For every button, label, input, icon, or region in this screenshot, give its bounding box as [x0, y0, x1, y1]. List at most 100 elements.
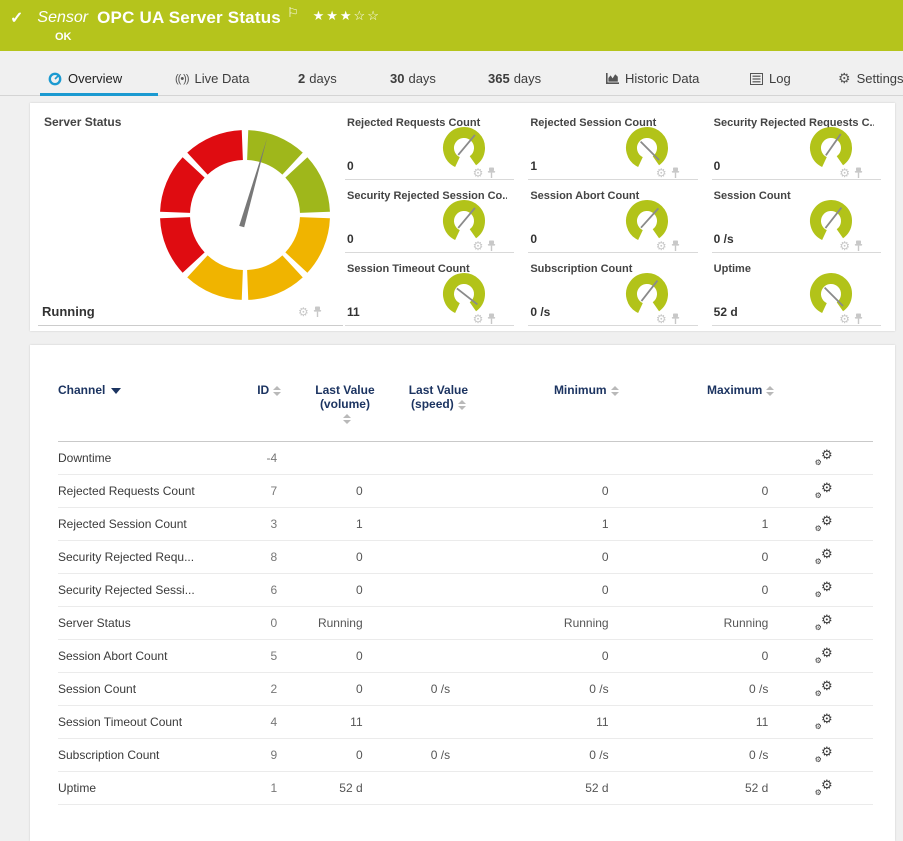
gear-icon[interactable]: ⚙ — [473, 313, 484, 325]
gauge-value: 0 /s — [530, 305, 550, 319]
gauges-panel: Server Status Running ⚙ Rejected Request… — [30, 103, 895, 331]
table-row[interactable]: Uptime 1 52 d 52 d 52 d ⚙⚙ — [58, 772, 873, 805]
gear-icon[interactable]: ⚙ — [839, 167, 850, 179]
gear-icon[interactable]: ⚙ — [473, 240, 484, 252]
sort-icon — [343, 414, 351, 424]
pin-icon[interactable] — [671, 167, 680, 179]
pin-icon[interactable] — [487, 240, 496, 252]
edit-channel-settings-icon[interactable]: ⚙⚙ — [815, 746, 833, 762]
column-header-minimum[interactable]: Minimum — [468, 383, 619, 442]
channel-name-cell[interactable]: Downtime — [58, 442, 234, 475]
edit-channel-settings-icon[interactable]: ⚙⚙ — [815, 581, 833, 597]
table-header-row: Channel ID Last Value (volume) Last Valu… — [58, 383, 873, 442]
edit-channel-settings-icon[interactable]: ⚙⚙ — [815, 713, 833, 729]
gear-icon: ⚙ — [838, 70, 851, 87]
table-row[interactable]: Security Rejected Sessi... 6 0 0 0 ⚙⚙ — [58, 574, 873, 607]
table-row[interactable]: Session Timeout Count 4 11 11 11 ⚙⚙ — [58, 706, 873, 739]
channel-name-cell[interactable]: Security Rejected Requ... — [58, 541, 234, 574]
maximum-cell: 0 — [619, 541, 775, 574]
gear-icon[interactable]: ⚙ — [839, 313, 850, 325]
channel-name-cell[interactable]: Security Rejected Sessi... — [58, 574, 234, 607]
flag-icon[interactable]: ⚐ — [287, 5, 299, 21]
last-value-volume-cell: 0 — [281, 640, 374, 673]
tab-365-days[interactable]: 365 days — [488, 62, 541, 95]
gauge-icon — [48, 72, 62, 86]
channel-id-cell: 3 — [234, 508, 281, 541]
table-row[interactable]: Server Status 0 Running Running Running … — [58, 607, 873, 640]
last-value-volume-cell: 1 — [281, 508, 374, 541]
gear-icon[interactable]: ⚙ — [839, 240, 850, 252]
gauge-title: Server Status — [44, 115, 121, 129]
edit-channel-settings-icon[interactable]: ⚙⚙ — [815, 614, 833, 630]
gear-icon[interactable]: ⚙ — [656, 313, 667, 325]
edit-channel-settings-icon[interactable]: ⚙⚙ — [815, 548, 833, 564]
channel-name-cell[interactable]: Rejected Requests Count — [58, 475, 234, 508]
pin-icon[interactable] — [313, 306, 322, 318]
pin-icon[interactable] — [671, 313, 680, 325]
tab-settings[interactable]: ⚙ Settings — [838, 62, 903, 95]
pin-icon[interactable] — [487, 313, 496, 325]
maximum-cell: 0 — [619, 574, 775, 607]
tab-30-days[interactable]: 30 days — [390, 62, 436, 95]
column-header-maximum[interactable]: Maximum — [619, 383, 775, 442]
column-header-channel[interactable]: Channel — [58, 383, 234, 442]
edit-channel-settings-icon[interactable]: ⚙⚙ — [815, 680, 833, 696]
channel-id-cell: 1 — [234, 772, 281, 805]
table-row[interactable]: Session Abort Count 5 0 0 0 ⚙⚙ — [58, 640, 873, 673]
column-header-id[interactable]: ID — [234, 383, 281, 442]
pin-icon[interactable] — [854, 240, 863, 252]
table-row[interactable]: Downtime -4 ⚙⚙ — [58, 442, 873, 475]
edit-channel-settings-icon[interactable]: ⚙⚙ — [815, 482, 833, 498]
gear-icon[interactable]: ⚙ — [473, 167, 484, 179]
maximum-cell: 11 — [619, 706, 775, 739]
tab-log[interactable]: Log — [750, 62, 791, 95]
minimum-cell: 0 — [468, 541, 619, 574]
gear-icon[interactable]: ⚙ — [656, 240, 667, 252]
mini-gauge-panel[interactable]: Rejected Requests Count 0 ⚙ — [345, 112, 528, 185]
edit-channel-settings-icon[interactable]: ⚙⚙ — [815, 449, 833, 465]
tab-overview[interactable]: Overview — [48, 62, 122, 95]
gear-icon[interactable]: ⚙ — [656, 167, 667, 179]
mini-gauge-panel[interactable]: Uptime 52 d ⚙ — [712, 258, 895, 331]
edit-channel-settings-icon[interactable]: ⚙⚙ — [815, 647, 833, 663]
channel-name-cell[interactable]: Rejected Session Count — [58, 508, 234, 541]
pin-icon[interactable] — [854, 313, 863, 325]
pin-icon[interactable] — [854, 167, 863, 179]
edit-channel-settings-icon[interactable]: ⚙⚙ — [815, 515, 833, 531]
priority-stars[interactable]: ★★★☆☆ — [313, 8, 381, 24]
table-row[interactable]: Subscription Count 9 0 0 /s 0 /s 0 /s ⚙⚙ — [58, 739, 873, 772]
column-header-last-value-volume[interactable]: Last Value (volume) — [281, 383, 374, 442]
mini-gauge-panel[interactable]: Session Count 0 /s ⚙ — [712, 185, 895, 258]
channel-name-cell[interactable]: Uptime — [58, 772, 234, 805]
channel-name-cell[interactable]: Session Timeout Count — [58, 706, 234, 739]
channel-name-cell[interactable]: Session Count — [58, 673, 234, 706]
channel-name-cell[interactable]: Session Abort Count — [58, 640, 234, 673]
server-status-gauge-panel[interactable]: Server Status Running ⚙ — [30, 103, 345, 331]
mini-gauge-panel[interactable]: Subscription Count 0 /s ⚙ — [528, 258, 711, 331]
tab-live-data[interactable]: ((•)) Live Data — [175, 62, 249, 95]
table-row[interactable]: Rejected Requests Count 7 0 0 0 ⚙⚙ — [58, 475, 873, 508]
table-row[interactable]: Session Count 2 0 0 /s 0 /s 0 /s ⚙⚙ — [58, 673, 873, 706]
last-value-volume-cell: 11 — [281, 706, 374, 739]
mini-gauge-panel[interactable]: Rejected Session Count 1 ⚙ — [528, 112, 711, 185]
pin-icon[interactable] — [671, 240, 680, 252]
channel-id-cell: 7 — [234, 475, 281, 508]
mini-gauge-panel[interactable]: Security Rejected Session Co... 0 ⚙ — [345, 185, 528, 258]
mini-gauge-panel[interactable]: Security Rejected Requests C... 0 ⚙ — [712, 112, 895, 185]
channel-name-cell[interactable]: Server Status — [58, 607, 234, 640]
pin-icon[interactable] — [487, 167, 496, 179]
minimum-cell: 0 — [468, 475, 619, 508]
sort-icon — [273, 386, 281, 396]
gear-icon[interactable]: ⚙ — [298, 306, 309, 318]
mini-gauge-panel[interactable]: Session Timeout Count 11 ⚙ — [345, 258, 528, 331]
edit-channel-settings-icon[interactable]: ⚙⚙ — [815, 779, 833, 795]
tab-label: days — [408, 71, 435, 86]
tab-historic-data[interactable]: Historic Data — [605, 62, 699, 95]
column-header-last-value-speed[interactable]: Last Value (speed) — [375, 383, 468, 442]
gauge-value: 52 d — [714, 305, 738, 319]
table-row[interactable]: Rejected Session Count 3 1 1 1 ⚙⚙ — [58, 508, 873, 541]
table-row[interactable]: Security Rejected Requ... 8 0 0 0 ⚙⚙ — [58, 541, 873, 574]
tab-2-days[interactable]: 2 days — [298, 62, 337, 95]
channel-name-cell[interactable]: Subscription Count — [58, 739, 234, 772]
mini-gauge-panel[interactable]: Session Abort Count 0 ⚙ — [528, 185, 711, 258]
